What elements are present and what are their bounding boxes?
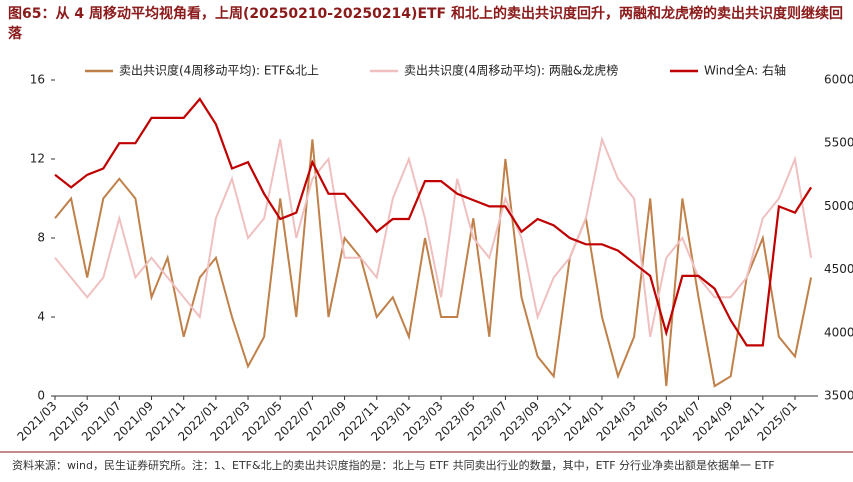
series-line bbox=[54, 97, 813, 347]
y-tick-label: 16 bbox=[30, 73, 45, 87]
legend-label: 卖出共识度(4周移动平均): 两融&龙虎榜 bbox=[404, 63, 618, 78]
y2-tick-label: 3500 bbox=[824, 389, 853, 403]
y-tick-label: 12 bbox=[30, 152, 45, 166]
y2-tick-label: 6000 bbox=[824, 73, 853, 87]
legend-label: 卖出共识度(4周移动平均): ETF&北上 bbox=[119, 63, 319, 78]
y2-tick-label: 5500 bbox=[824, 136, 853, 150]
y-tick-label: 0 bbox=[37, 389, 45, 403]
y-tick-label: 8 bbox=[37, 231, 45, 245]
y2-tick-label: 4000 bbox=[824, 325, 853, 339]
y2-tick-label: 5000 bbox=[824, 199, 853, 213]
legend-label: Wind全A: 右轴 bbox=[704, 63, 786, 78]
y-tick-label: 4 bbox=[37, 310, 45, 324]
chart-title: 图65：从 4 周移动平均视角看，上周(20250210-20250214)ET… bbox=[8, 6, 843, 42]
series-line bbox=[54, 139, 813, 388]
series-line bbox=[54, 135, 813, 337]
y2-tick-label: 4500 bbox=[824, 262, 853, 276]
title-box: 图65：从 4 周移动平均视角看，上周(20250210-20250214)ET… bbox=[8, 6, 843, 42]
source-note: 资料来源：wind，民生证券研究所。注：1、ETF&北上的卖出共识度指的是：北上… bbox=[12, 458, 775, 472]
